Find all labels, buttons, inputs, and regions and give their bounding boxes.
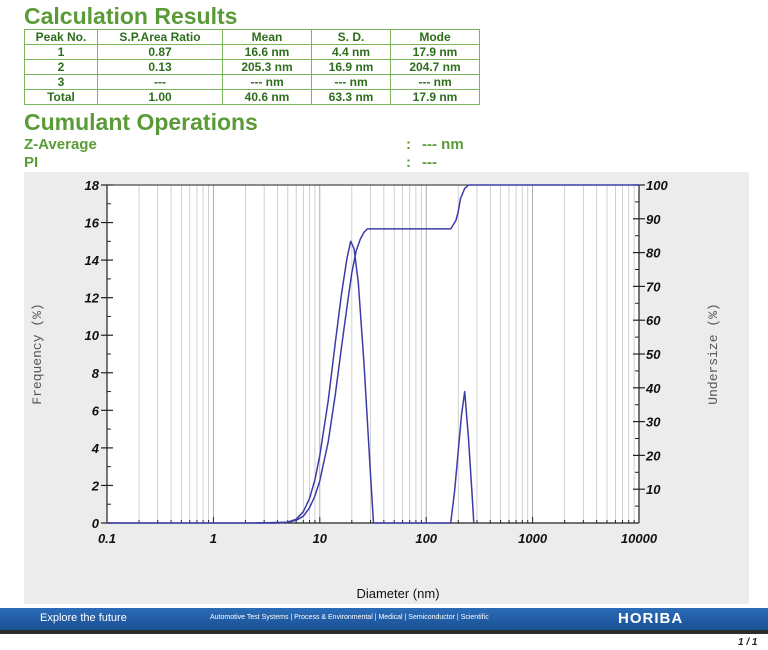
table-cell: 0.87 xyxy=(97,44,223,60)
table-cell: 16.6 nm xyxy=(222,44,312,60)
y-tick-label: 4 xyxy=(91,441,100,456)
distribution-chart-panel: 0 2 4 6 8 10 12 14 16 18 10 20 30 40 50 60 70 80 90 100 0.1 1… xyxy=(24,172,749,604)
table-cell: --- xyxy=(97,74,223,90)
cumulant-operations-title: Cumulant Operations xyxy=(24,109,258,135)
y2-tick-label: 20 xyxy=(645,448,661,463)
footer-divisions: Automotive Test Systems | Process & Envi… xyxy=(210,614,489,621)
y-tick-label: 6 xyxy=(92,403,100,418)
y2-axis-title: Undersize (%) xyxy=(706,303,721,404)
x-tick-label: 10 xyxy=(313,531,328,546)
table-cell: 3 xyxy=(24,74,98,90)
pi-separator: : xyxy=(406,154,411,171)
table-cell: 1 xyxy=(24,44,98,60)
y2-tick-label: 30 xyxy=(646,415,661,430)
distribution-chart: 0 2 4 6 8 10 12 14 16 18 10 20 30 40 50 60 70 80 90 100 0.1 1… xyxy=(30,178,721,601)
table-cell: Total xyxy=(24,89,98,105)
footer-strip xyxy=(0,630,768,634)
y-tick-label: 0 xyxy=(92,516,100,531)
table-row: 1 0.87 16.6 nm 4.4 nm 17.9 nm xyxy=(24,44,480,60)
x-tick-label: 1 xyxy=(210,531,217,546)
table-cell: --- nm xyxy=(390,74,480,90)
y-tick-label: 18 xyxy=(85,178,100,193)
y2-tick-label: 90 xyxy=(646,212,661,227)
x-tick-label: 0.1 xyxy=(98,531,116,546)
undersize-series-line xyxy=(255,184,639,524)
x-tick-label: 10000 xyxy=(621,531,658,546)
footer-bar: Explore the future Automotive Test Syste… xyxy=(0,608,768,630)
table-header-row: Peak No. S.P.Area Ratio Mean S. D. Mode xyxy=(24,29,480,45)
header-peak-no: Peak No. xyxy=(24,29,98,45)
header-mean: Mean xyxy=(222,29,312,45)
y2-tick-label: 100 xyxy=(646,178,668,193)
table-cell: --- nm xyxy=(222,74,312,90)
y-tick-label: 12 xyxy=(85,291,100,306)
pi-label: PI xyxy=(24,154,39,171)
page-number: 1 / 1 xyxy=(738,637,758,648)
header-sd: S. D. xyxy=(311,29,391,45)
plot-area xyxy=(107,185,639,523)
y-axis-title: Frequency (%) xyxy=(30,303,45,404)
brand-logo: HORIBA xyxy=(618,610,684,627)
table-row: 3 --- --- nm --- nm --- nm xyxy=(24,74,480,90)
footer-tagline: Explore the future xyxy=(40,612,127,624)
z-average-label: Z-Average xyxy=(24,136,97,153)
table-cell: 0.13 xyxy=(97,59,223,75)
calculation-results-table: Peak No. S.P.Area Ratio Mean S. D. Mode … xyxy=(24,29,480,105)
pi-value: --- xyxy=(422,154,437,171)
table-cell: 204.7 nm xyxy=(390,59,480,75)
y2-tick-label: 70 xyxy=(646,279,661,294)
y-tick-label: 8 xyxy=(92,366,100,381)
table-cell: 16.9 nm xyxy=(311,59,391,75)
table-row: 2 0.13 205.3 nm 16.9 nm 204.7 nm xyxy=(24,59,480,75)
table-row-total: Total 1.00 40.6 nm 63.3 nm 17.9 nm xyxy=(24,89,480,105)
y2-tick-label: 40 xyxy=(645,381,661,396)
y2-tick-label: 10 xyxy=(646,482,661,497)
table-cell: 17.9 nm xyxy=(390,89,480,105)
z-average-separator: : xyxy=(406,136,411,153)
header-mode: Mode xyxy=(390,29,480,45)
table-cell: 17.9 nm xyxy=(390,44,480,60)
x-tick-label: 1000 xyxy=(518,531,548,546)
table-cell: 4.4 nm xyxy=(311,44,391,60)
table-cell: --- nm xyxy=(311,74,391,90)
table-cell: 63.3 nm xyxy=(311,89,391,105)
y2-tick-label: 50 xyxy=(646,347,661,362)
y-tick-label: 10 xyxy=(85,328,100,343)
y-tick-label: 16 xyxy=(85,216,100,231)
table-cell: 2 xyxy=(24,59,98,75)
z-average-value: --- nm xyxy=(422,136,464,153)
x-tick-label: 100 xyxy=(415,531,437,546)
y2-tick-label: 80 xyxy=(646,246,661,261)
y-tick-label: 14 xyxy=(85,253,100,268)
table-cell: 205.3 nm xyxy=(222,59,312,75)
table-cell: 1.00 xyxy=(97,89,223,105)
y-tick-label: 2 xyxy=(91,478,100,493)
table-cell: 40.6 nm xyxy=(222,89,312,105)
y2-tick-label: 60 xyxy=(646,313,661,328)
x-axis-title: Diameter (nm) xyxy=(356,586,439,601)
header-area-ratio: S.P.Area Ratio xyxy=(97,29,223,45)
calculation-results-title: Calculation Results xyxy=(24,3,238,29)
